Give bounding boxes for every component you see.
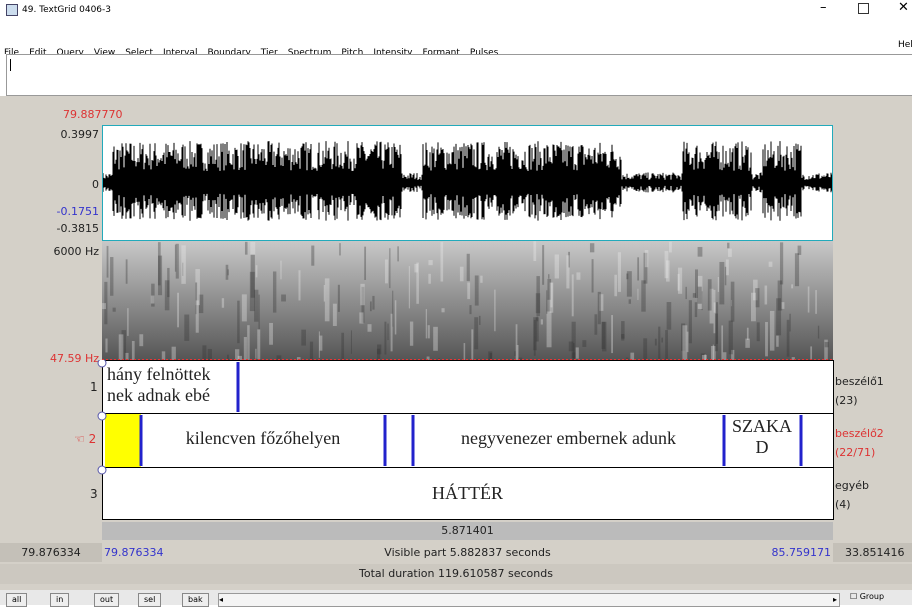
group-checkbox[interactable]: ☐ Group [850, 592, 884, 601]
app-icon [6, 4, 18, 16]
maximize-button[interactable] [858, 3, 869, 14]
spectrum-top: 6000 Hz [53, 245, 99, 258]
waveform [102, 141, 832, 221]
spectrum-bottom: 47.59 Hz [50, 352, 99, 365]
window-title: 49. TextGrid 0406-3 [22, 5, 111, 15]
selection-duration[interactable]: 5.871401 [102, 522, 833, 540]
tier-name: beszélő1(23) [835, 372, 884, 410]
interval-text: HÁTTÉR [102, 483, 833, 504]
interval-text: negyvenezer embernek adunk [413, 428, 724, 449]
tier-number: 3 [90, 487, 98, 501]
total-duration[interactable]: Total duration 119.610587 seconds [0, 564, 912, 584]
wave-cursor-value: -0.1751 [57, 205, 99, 218]
left-time[interactable]: 79.876334 [0, 543, 102, 562]
tier-name: beszélő2(22/71) [835, 424, 884, 462]
cursor-time: 79.887770 [63, 108, 123, 121]
wave-min: -0.3815 [57, 222, 99, 235]
tier-number: ☜ 2 [74, 432, 96, 446]
right-time[interactable]: 33.851416 [833, 543, 912, 562]
wave-max: 0.3997 [61, 128, 100, 141]
text-field[interactable] [6, 54, 912, 96]
menu-item[interactable]: Help [898, 40, 912, 50]
selection [105, 413, 141, 467]
close-button[interactable]: ✕ [898, 0, 909, 15]
praat-textgrid-editor: 49. TextGrid 0406-3 – ✕ FileEditQueryVie… [0, 0, 912, 605]
tier-number: 1 [90, 380, 98, 394]
signal-view [102, 125, 833, 360]
minimize-button[interactable]: – [820, 0, 827, 15]
tier-name: egyéb(4) [835, 476, 869, 514]
interval-text: kilencven főzőhelyen [141, 428, 385, 449]
wave-zero: 0 [92, 178, 99, 191]
